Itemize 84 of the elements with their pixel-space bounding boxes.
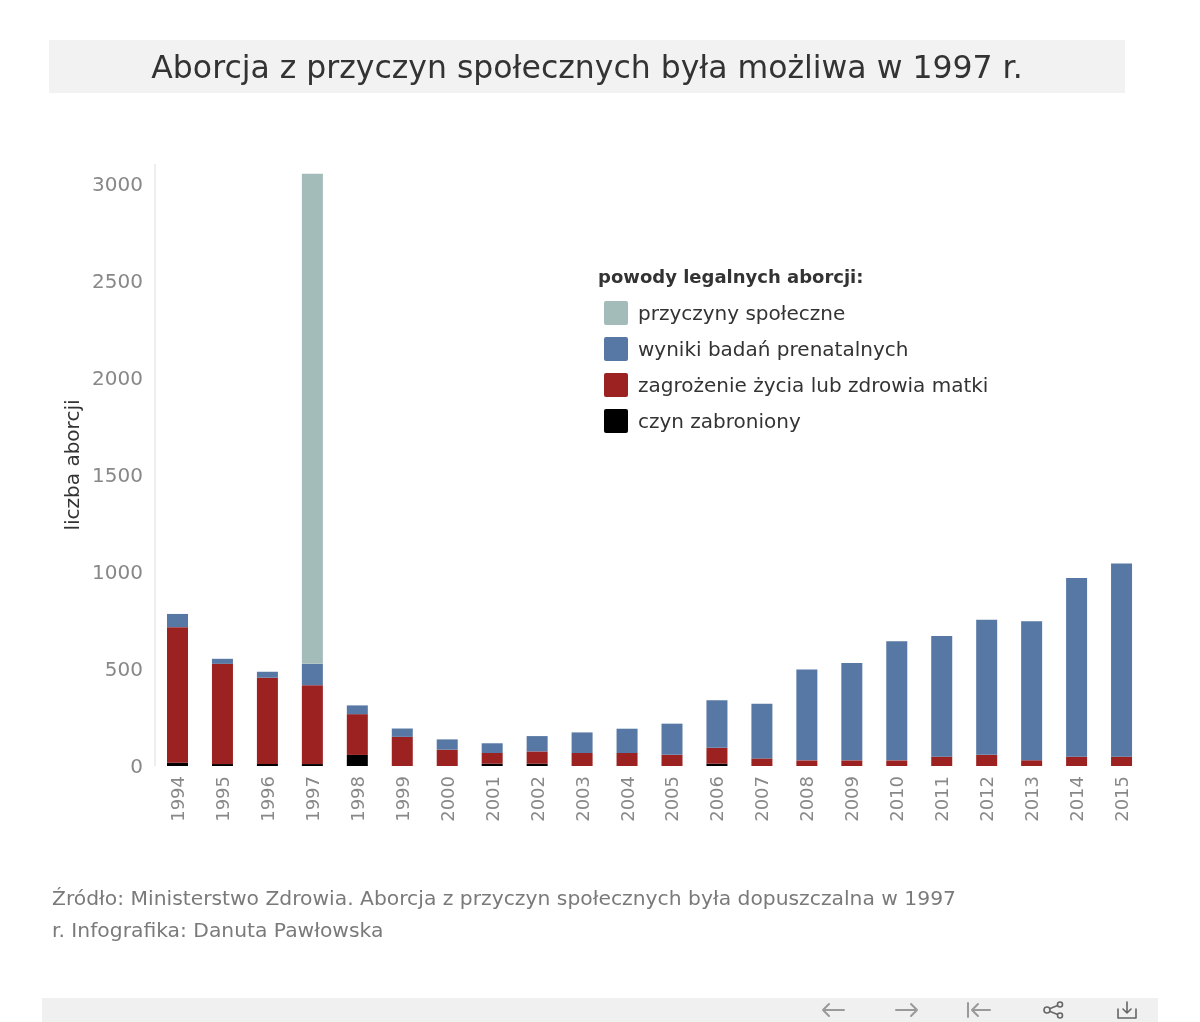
x-tick-label: 2003	[571, 776, 593, 822]
bar	[1021, 760, 1043, 766]
x-tick-label: 2002	[526, 776, 548, 822]
x-tick-label: 2012	[976, 776, 998, 822]
chart-title: Aborcja z przyczyn społecznych była możliwa w 1997 r.	[151, 48, 1023, 85]
bar	[1111, 756, 1133, 766]
x-tick-label: 2005	[661, 776, 683, 822]
bar	[616, 728, 638, 753]
bar	[391, 736, 413, 766]
x-tick-label: 1995	[211, 776, 233, 822]
text: Źródło: Ministerstwo Zdrowia. Aborcja z przyczyn społecznych była dopuszczalna w 1997 r. Infografika: Danuta Pawłowska	[52, 885, 957, 944]
x-tick-label: 2000	[436, 776, 458, 822]
y-tick-label: 2000	[92, 365, 143, 390]
bar	[211, 663, 233, 765]
bar	[1066, 578, 1088, 757]
y-tick-label: 3000	[92, 171, 143, 196]
bar	[436, 739, 458, 750]
bar	[167, 762, 188, 766]
x-tick-label: 1998	[346, 776, 368, 822]
x-tick-label: 2004	[616, 776, 638, 822]
legend-title: powody legalnych aborcji:	[598, 265, 865, 289]
bar	[1066, 756, 1088, 766]
y-tick-label: 1500	[92, 462, 143, 487]
x-tick-label: 2006	[706, 776, 728, 822]
bar	[976, 754, 998, 766]
bar	[301, 663, 323, 686]
x-tick-label: 2011	[931, 776, 953, 822]
y-tick-label: 500	[104, 657, 143, 681]
bar	[571, 752, 593, 766]
x-tick-label: 2014	[1066, 776, 1088, 822]
x-tick-label: 2001	[481, 776, 503, 822]
legend-label: czyn zabroniony	[638, 409, 801, 433]
bar	[256, 677, 278, 765]
bar	[346, 754, 368, 766]
bar	[1111, 563, 1133, 757]
bar	[976, 619, 998, 755]
bar	[616, 752, 638, 766]
bar	[346, 714, 368, 755]
bar	[796, 760, 818, 766]
x-tick-label: 2015	[1111, 776, 1133, 822]
bar	[796, 669, 818, 761]
bar	[436, 749, 458, 766]
legend-label: przyczyny społeczne	[638, 301, 846, 325]
bar	[571, 732, 593, 753]
bar	[931, 756, 953, 766]
bar	[167, 613, 188, 628]
legend-label: wyniki badań prenatalnych	[638, 337, 909, 361]
bar	[751, 703, 773, 759]
bar	[886, 641, 908, 761]
bar	[526, 751, 548, 764]
x-tick-label: 2010	[886, 776, 908, 822]
x-tick-label: 1999	[391, 776, 413, 822]
bar	[841, 662, 863, 761]
x-tick-label: 1996	[256, 776, 278, 822]
legend-label: zagrożenie życia lub zdrowia matki	[638, 373, 989, 397]
bar	[301, 685, 323, 765]
bar	[661, 723, 683, 755]
x-tick-label: 2007	[751, 776, 773, 822]
bar	[751, 758, 773, 766]
x-tick-label: 1994	[166, 776, 188, 822]
bar	[706, 700, 728, 748]
bar	[931, 635, 953, 757]
bar	[1021, 621, 1043, 761]
y-tick-label: 2500	[92, 268, 143, 293]
bar	[481, 743, 503, 753]
bar	[886, 760, 908, 766]
bar	[211, 658, 233, 664]
x-tick-label: 2008	[796, 776, 818, 822]
x-tick-label: 2009	[841, 776, 863, 822]
bar	[841, 760, 863, 766]
x-tick-label: 2013	[1021, 776, 1043, 822]
bar	[706, 747, 728, 764]
bar	[301, 173, 323, 664]
bar	[346, 705, 368, 715]
bar	[167, 627, 188, 763]
bar	[481, 752, 503, 764]
bar	[526, 736, 548, 752]
bar	[256, 671, 278, 678]
y-tick-label: 1000	[92, 559, 143, 584]
bar	[391, 728, 413, 737]
bar	[661, 754, 683, 766]
y-tick-label: 0	[130, 754, 143, 779]
x-tick-label: 1997	[301, 776, 323, 822]
y-axis-title: liczba aborcji	[60, 399, 84, 531]
